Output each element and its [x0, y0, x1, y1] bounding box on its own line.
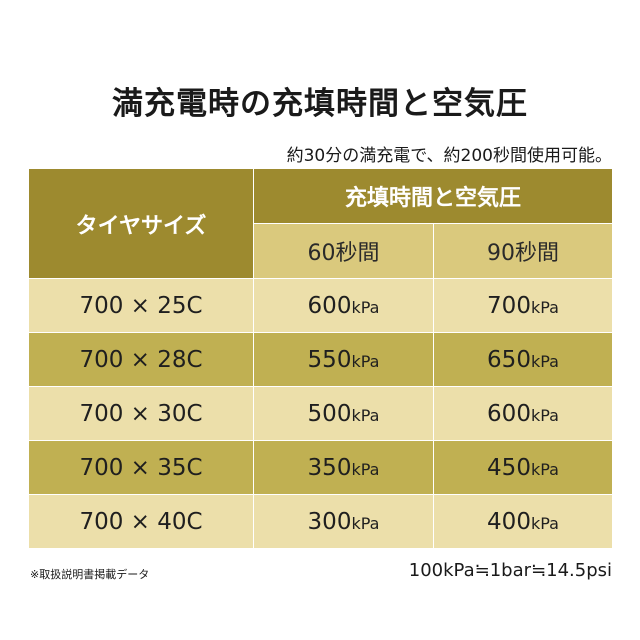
tire-size-cell: 700 × 28C: [28, 332, 254, 387]
pressure-60-cell: 600kPa: [253, 278, 434, 333]
unit-label: kPa: [351, 459, 380, 479]
pressure-value: 600: [307, 292, 352, 319]
tire-size-cell: 700 × 35C: [28, 440, 254, 495]
tire-size-cell: 700 × 25C: [28, 278, 254, 333]
unit-label: kPa: [530, 351, 559, 371]
header-60s: 60秒間: [253, 223, 434, 279]
unit-label: kPa: [530, 513, 559, 533]
table-row: 700 × 25C 600kPa 700kPa: [28, 278, 614, 333]
pressure-value: 550: [307, 346, 352, 373]
pressure-value: 400: [487, 508, 531, 535]
table-row: 700 × 40C 300kPa 400kPa: [28, 494, 614, 549]
unit-conversion: 100kPa≒1bar≒14.5psi: [408, 560, 612, 581]
pressure-value: 650: [487, 346, 531, 373]
pressure-value: 700: [487, 292, 531, 319]
table-row: 700 × 30C 500kPa 600kPa: [28, 386, 614, 441]
header-90s: 90秒間: [432, 223, 614, 279]
header-tire-size: タイヤサイズ: [28, 168, 254, 279]
footnote: ※取扱説明書掲載データ: [30, 568, 150, 581]
pressure-60-cell: 350kPa: [253, 440, 434, 495]
pressure-90-cell: 450kPa: [432, 440, 614, 495]
unit-label: kPa: [351, 405, 380, 425]
unit-label: kPa: [530, 297, 559, 317]
pressure-value: 450: [487, 454, 531, 481]
table-row: 700 × 35C 350kPa 450kPa: [28, 440, 614, 495]
pressure-90-cell: 600kPa: [432, 386, 614, 441]
unit-label: kPa: [351, 513, 380, 533]
spec-table: タイヤサイズ 充填時間と空気圧 60秒間 90秒間 700 × 25C 600k…: [28, 168, 614, 549]
pressure-value: 600: [487, 400, 531, 427]
pressure-90-cell: 700kPa: [432, 278, 614, 333]
tire-size-cell: 700 × 30C: [28, 386, 254, 441]
pressure-90-cell: 650kPa: [432, 332, 614, 387]
table-row: 700 × 28C 550kPa 650kPa: [28, 332, 614, 387]
pressure-60-cell: 500kPa: [253, 386, 434, 441]
header-fill-time-pressure: 充填時間と空気圧: [252, 168, 614, 224]
pressure-60-cell: 300kPa: [253, 494, 434, 549]
unit-label: kPa: [351, 351, 380, 371]
pressure-value: 350: [307, 454, 352, 481]
subtitle: 約30分の満充電で、約200秒間使用可能。: [286, 146, 612, 166]
unit-label: kPa: [530, 459, 559, 479]
unit-label: kPa: [351, 297, 380, 317]
page-title: 満充電時の充填時間と空気圧: [112, 86, 528, 122]
pressure-value: 500: [307, 400, 352, 427]
pressure-value: 300: [307, 508, 352, 535]
pressure-90-cell: 400kPa: [432, 494, 614, 549]
pressure-60-cell: 550kPa: [253, 332, 434, 387]
unit-label: kPa: [530, 405, 559, 425]
tire-size-cell: 700 × 40C: [28, 494, 254, 549]
